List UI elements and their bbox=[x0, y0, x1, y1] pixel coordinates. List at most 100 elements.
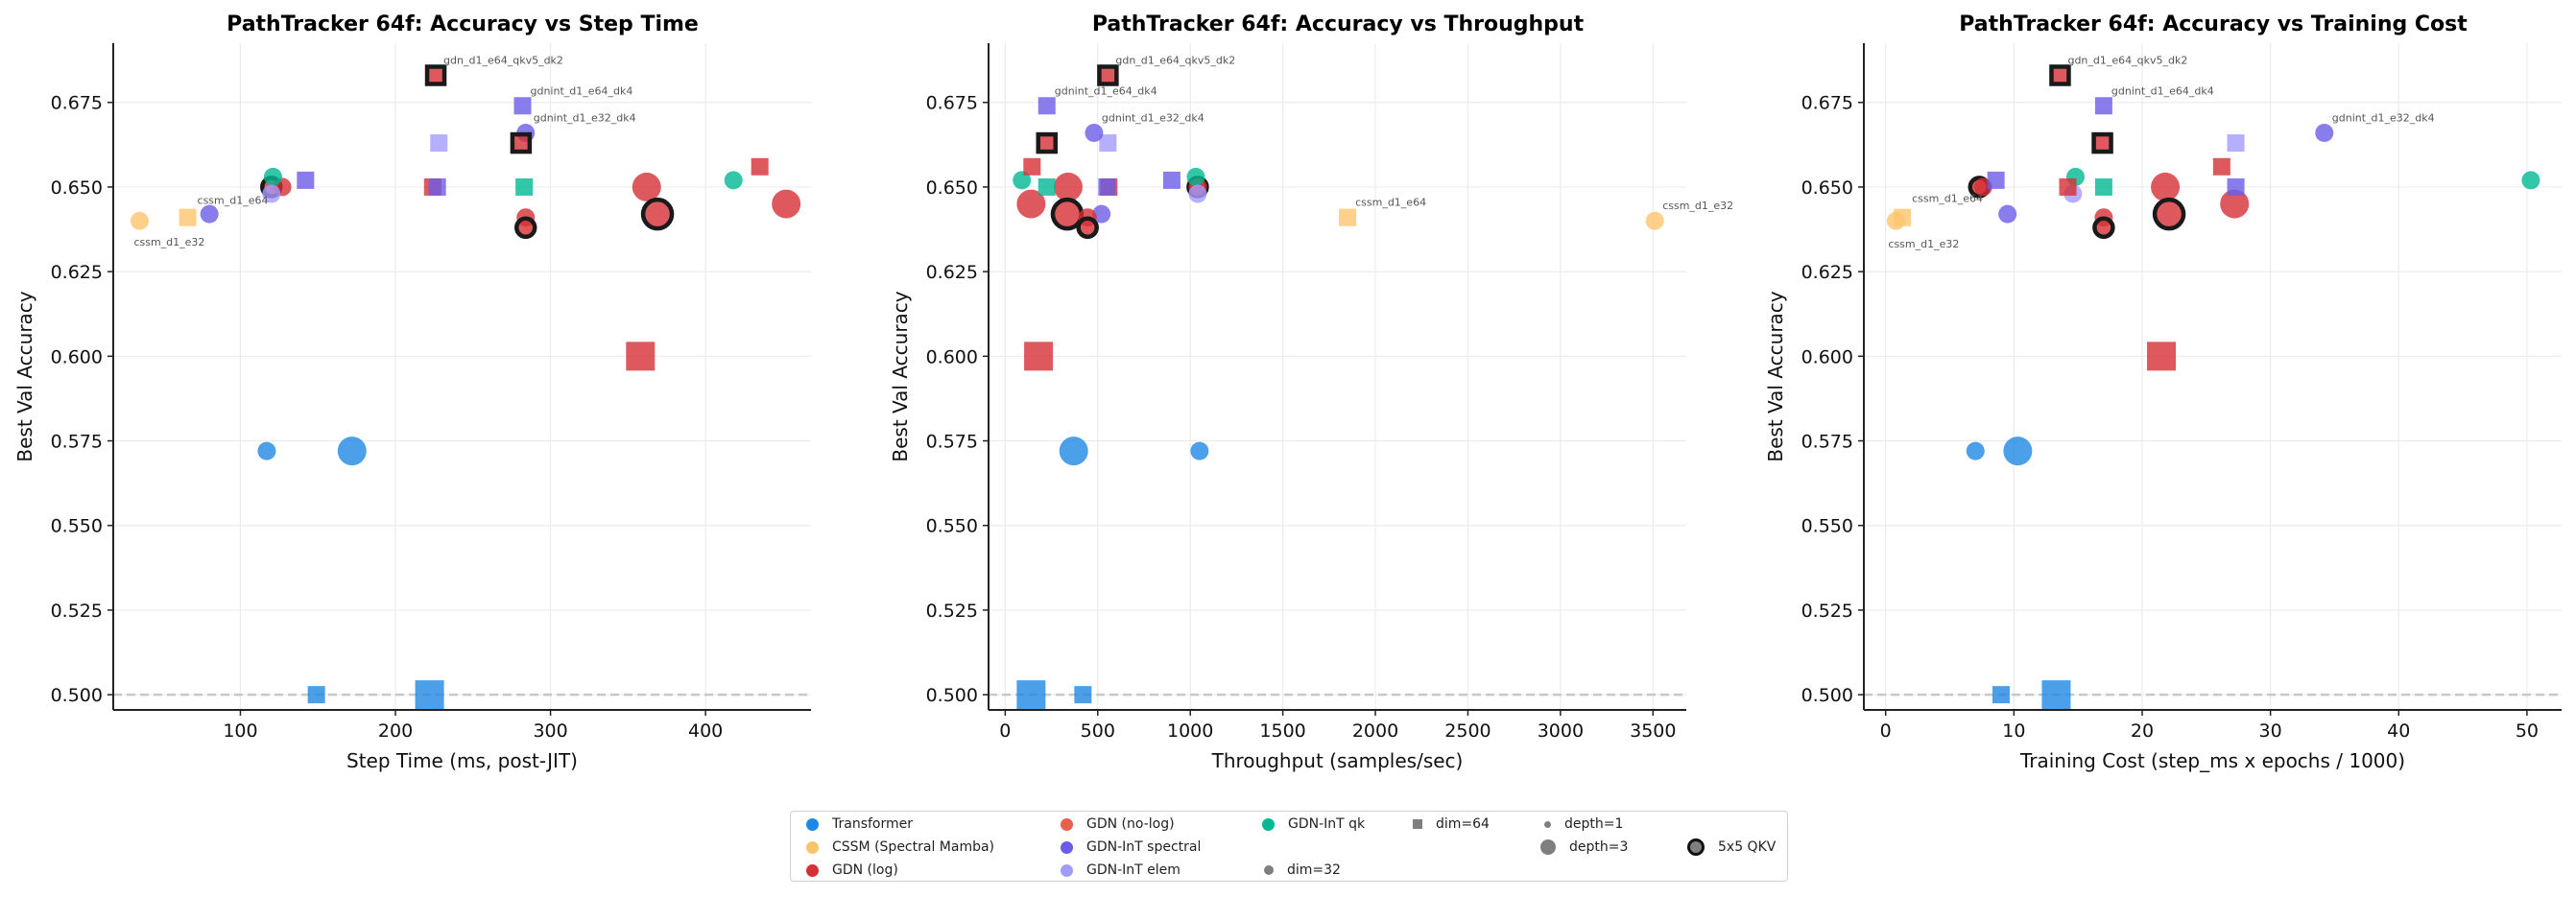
point-transformer-d3-e64 bbox=[2041, 680, 2071, 710]
point-gdn_log-d1-e64-qkv5 bbox=[2049, 64, 2071, 86]
point-gdn_log-d1-e64-qkv5 bbox=[2091, 131, 2113, 154]
x-tick-label: 400 bbox=[688, 720, 723, 742]
point-gdn_log-d3-e64 bbox=[626, 342, 656, 371]
x-tick-label: 50 bbox=[2516, 720, 2539, 742]
point-gdn_log-d1-e32-qkv5 bbox=[513, 216, 537, 240]
point-gdnint_spectral-d1-e64 bbox=[2227, 177, 2245, 196]
legend-label: depth=1 bbox=[1564, 816, 1624, 832]
y-axis-label: Best Val Accuracy bbox=[13, 291, 36, 461]
point-annotation: gdn_d1_e64_qkv5_dk2 bbox=[2067, 55, 2187, 67]
point-gdnint_spectral-d1-e64 bbox=[2094, 97, 2112, 115]
legend-marker-circle-icon bbox=[806, 863, 819, 877]
point-gdnint_spectral-d1-e32 bbox=[1085, 123, 1104, 142]
x-tick-label: 40 bbox=[2387, 720, 2410, 742]
legend-label: GDN (log) bbox=[832, 862, 898, 878]
legend-item-gdn_nolog: GDN (no-log) bbox=[1055, 815, 1175, 833]
legend-item-transformer: Transformer bbox=[800, 815, 913, 833]
point-annotation: gdnint_d1_e32_dk4 bbox=[534, 111, 636, 124]
legend-label: GDN (no-log) bbox=[1086, 816, 1175, 832]
point-gdn_log-d1-e32-qkv5 bbox=[2092, 216, 2115, 240]
y-tick-label: 0.650 bbox=[1801, 177, 1853, 199]
y-tick-label: 0.575 bbox=[51, 432, 103, 453]
legend-label: GDN-InT elem bbox=[1086, 862, 1181, 878]
point-cssm-d1-e64 bbox=[1894, 208, 1912, 226]
point-annotation: gdnint_d1_e32_dk4 bbox=[2332, 111, 2435, 124]
x-tick-label: 10 bbox=[2002, 720, 2025, 742]
y-tick-label: 0.500 bbox=[926, 685, 978, 706]
point-annotation: cssm_d1_e32 bbox=[133, 236, 204, 248]
x-tick-label: 100 bbox=[223, 720, 257, 742]
point-gdnint_spectral-d1-e64 bbox=[513, 97, 532, 115]
point-annotation: cssm_d1_e64 bbox=[1912, 193, 1983, 205]
point-gdn_log-d3-e32 bbox=[632, 172, 661, 201]
legend-item-circle: dim=32 bbox=[1256, 862, 1341, 879]
legend-item-gdn_log: GDN (log) bbox=[800, 862, 898, 879]
y-tick-label: 0.600 bbox=[1801, 346, 1853, 367]
y-tick-label: 0.525 bbox=[926, 601, 978, 622]
point-annotation: gdn_d1_e64_qkv5_dk2 bbox=[443, 55, 563, 67]
legend-item-large: depth=3 bbox=[1535, 838, 1628, 856]
y-tick-label: 0.550 bbox=[1801, 516, 1853, 537]
chart-title: PathTracker 64f: Accuracy vs Throughput bbox=[1092, 12, 1585, 36]
point-gdnint_qk-d1-e64 bbox=[2094, 177, 2112, 196]
point-gdn_log-d1-e64 bbox=[2059, 177, 2077, 196]
point-gdn_log-d1-e64-qkv5 bbox=[1036, 131, 1058, 154]
legend-label: 5x5 QKV bbox=[1718, 839, 1777, 855]
x-tick-label: 3500 bbox=[1630, 720, 1676, 742]
legend-marker-circle-icon bbox=[1264, 865, 1274, 875]
y-axis-label: Best Val Accuracy bbox=[889, 291, 912, 461]
x-tick-label: 2000 bbox=[1352, 720, 1398, 742]
x-tick-label: 500 bbox=[1081, 720, 1115, 742]
point-gdnint_qk-d1-e32 bbox=[263, 167, 282, 186]
point-gdn_log-d1-e64-qkv5 bbox=[424, 64, 447, 86]
legend-item-qkv5: 5x5 QKV bbox=[1682, 838, 1776, 856]
point-gdnint_elem-d1-e64 bbox=[2227, 134, 2245, 153]
point-gdn_log-d3-e32-qkv5 bbox=[640, 197, 675, 231]
point-gdnint_spectral-d1-e64 bbox=[428, 177, 446, 196]
y-tick-label: 0.550 bbox=[926, 516, 978, 537]
point-transformer-d1-e32 bbox=[1966, 441, 1985, 460]
x-tick-label: 2500 bbox=[1444, 720, 1491, 742]
legend-item-gdnint_elem: GDN-InT elem bbox=[1055, 862, 1181, 879]
y-tick-label: 0.625 bbox=[1801, 262, 1853, 283]
point-gdn_log-d3-e32 bbox=[772, 189, 801, 219]
legend-item-square: dim=64 bbox=[1405, 815, 1490, 833]
y-tick-label: 0.625 bbox=[51, 262, 103, 283]
point-cssm-d1-e64 bbox=[179, 208, 197, 226]
point-gdnint_qk-d1-e64 bbox=[1038, 177, 1056, 196]
point-annotation: cssm_d1_e32 bbox=[1662, 200, 1733, 212]
point-transformer-d1-e64 bbox=[1074, 686, 1092, 704]
point-gdnint_elem-d1-e64 bbox=[430, 134, 448, 153]
legend-label: dim=64 bbox=[1436, 816, 1490, 832]
y-axis-label: Best Val Accuracy bbox=[1764, 291, 1787, 461]
point-gdnint_elem-d1-e64 bbox=[1099, 134, 1117, 153]
point-transformer-d3-e64 bbox=[415, 680, 444, 710]
chart-panel-2: cssm_d1_e32 cssm_d1_e64 gdn_d1_e64_qkv5_dk… bbox=[889, 12, 1733, 772]
point-gdn_log-d3-e64 bbox=[1024, 342, 1054, 371]
point-annotation: cssm_d1_e64 bbox=[198, 195, 269, 207]
point-gdnint_elem-d1-e32 bbox=[1188, 184, 1207, 203]
y-tick-label: 0.675 bbox=[51, 93, 103, 114]
point-annotation: cssm_d1_e64 bbox=[1355, 197, 1426, 209]
chart-title: PathTracker 64f: Accuracy vs Training Co… bbox=[1959, 12, 2468, 36]
point-gdn_log-d1-e64-qkv5 bbox=[510, 131, 533, 154]
y-tick-label: 0.500 bbox=[1801, 685, 1853, 706]
legend-marker-circle-icon bbox=[806, 840, 819, 854]
point-gdn_log-d3-e32 bbox=[2220, 189, 2250, 219]
legend-marker-circle-icon bbox=[1061, 840, 1073, 854]
x-axis-label: Training Cost (step_ms x epochs / 1000) bbox=[2019, 749, 2405, 772]
point-cssm-d1-e64 bbox=[1339, 208, 1357, 226]
point-cssm-d1-e32 bbox=[130, 211, 149, 230]
legend-label: Transformer bbox=[832, 816, 914, 832]
legend-label: GDN-InT spectral bbox=[1086, 839, 1202, 855]
y-tick-label: 0.600 bbox=[926, 346, 978, 367]
point-gdnint_spectral-d1-e32 bbox=[1092, 204, 1111, 224]
legend-marker-large-circle-icon bbox=[1540, 839, 1556, 855]
legend-marker-circle-icon bbox=[806, 817, 819, 831]
point-transformer-d3-e32 bbox=[2003, 437, 2033, 466]
point-gdnint_spectral-d1-e32 bbox=[200, 204, 219, 224]
figure: cssm_d1_e32 cssm_d1_e64 gdn_d1_e64_qkv5_dk… bbox=[13, 12, 2562, 772]
y-tick-label: 0.575 bbox=[926, 432, 978, 453]
legend-marker-square-icon bbox=[1413, 819, 1422, 829]
point-gdn_log-d1-e64 bbox=[751, 157, 769, 176]
